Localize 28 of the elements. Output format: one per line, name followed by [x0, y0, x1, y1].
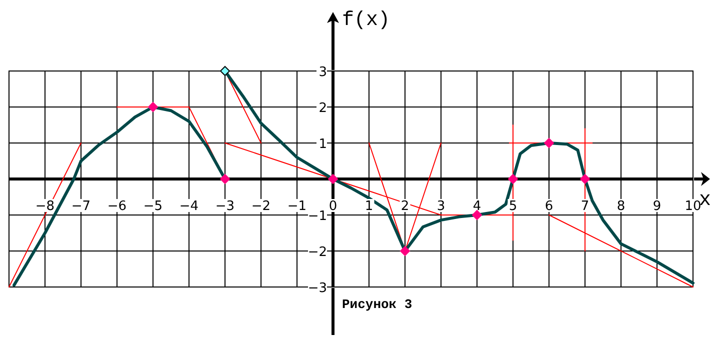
x-tick-label: −2: [251, 199, 271, 214]
x-tick-label: −5: [143, 199, 163, 214]
x-tick-label: 3: [436, 199, 446, 214]
x-tick-label: −8: [35, 199, 55, 214]
x-tick-label: 0: [328, 199, 338, 214]
x-axis-title: x: [699, 189, 712, 212]
y-tick-label: 1: [318, 137, 327, 152]
x-tick-label: 10: [684, 199, 702, 214]
x-tick-label: −1: [287, 199, 307, 214]
x-tick-label: −6: [107, 199, 127, 214]
x-tick-label: 7: [580, 199, 590, 214]
y-tick-label: −3: [308, 281, 327, 296]
y-tick-label: 2: [318, 101, 327, 116]
y-tick-label: 3: [318, 65, 327, 80]
x-tick-label: 2: [400, 199, 410, 214]
y-tick-label: −1: [308, 209, 327, 224]
x-tick-label: −7: [71, 199, 91, 214]
x-tick-label: 5: [508, 199, 518, 214]
x-tick-label: 1: [364, 199, 374, 214]
x-tick-label: 4: [472, 199, 482, 214]
y-tick-label: −2: [308, 245, 327, 260]
y-axis-title: f(x): [342, 9, 390, 32]
x-tick-label: −3: [215, 199, 235, 214]
x-tick-label: 8: [616, 199, 626, 214]
x-tick-label: 9: [652, 199, 662, 214]
x-tick-label: 6: [544, 199, 554, 214]
text: Рисунок 3: [342, 297, 412, 312]
x-tick-label: −4: [179, 199, 199, 214]
